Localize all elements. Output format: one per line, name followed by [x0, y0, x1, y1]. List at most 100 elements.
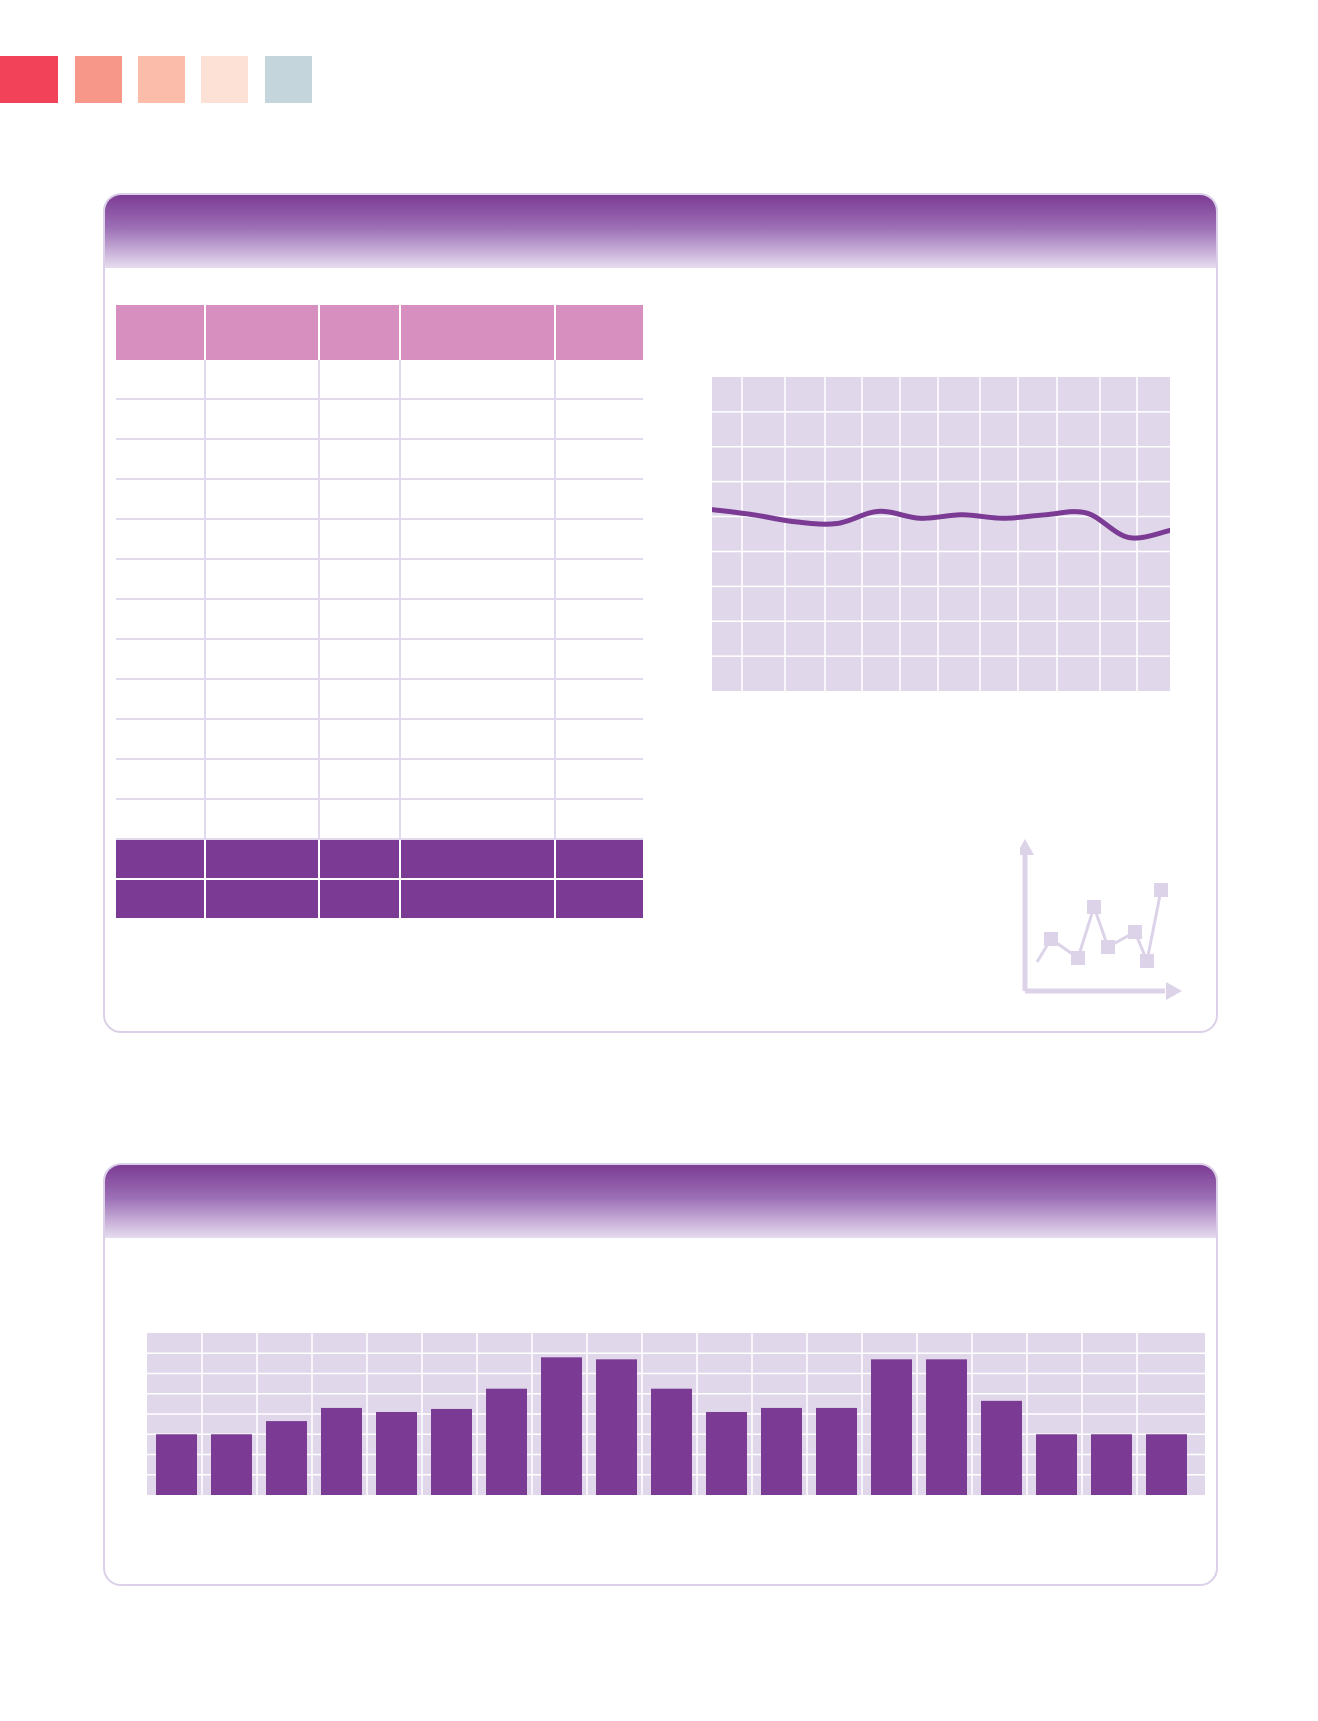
table-cell: [206, 440, 320, 480]
bar: [376, 1411, 417, 1495]
table-header-cell: [206, 305, 320, 360]
table-cell: [320, 720, 401, 760]
table-cell: [556, 680, 643, 720]
bar-chart: [147, 1333, 1205, 1495]
line-chart: [712, 377, 1170, 691]
table-cell: [320, 680, 401, 720]
table-cell: [401, 640, 556, 680]
table-row: [116, 800, 643, 840]
table-cell: [206, 720, 320, 760]
table-cell: [206, 360, 320, 400]
table-cell: [320, 560, 401, 600]
bar: [1091, 1434, 1132, 1495]
table-cell: [320, 760, 401, 800]
table-footer-cell: [556, 840, 643, 880]
table-row: [116, 440, 643, 480]
table-cell: [116, 400, 206, 440]
table-cell: [320, 400, 401, 440]
table-cell: [556, 600, 643, 640]
table-row: [116, 760, 643, 800]
table-footer-cell: [116, 840, 206, 880]
bar: [321, 1407, 362, 1495]
table-cell: [401, 360, 556, 400]
table-cell: [401, 400, 556, 440]
table-header-cell: [556, 305, 643, 360]
table-cell: [320, 600, 401, 640]
panel-header: [105, 195, 1216, 268]
bar: [1146, 1434, 1187, 1495]
table-cell: [556, 640, 643, 680]
bar: [651, 1388, 692, 1495]
table-cell: [401, 680, 556, 720]
table-cell: [116, 600, 206, 640]
table-footer-cell: [206, 880, 320, 920]
bar: [211, 1434, 252, 1495]
table-footer-cell: [320, 840, 401, 880]
table-row: [116, 360, 643, 400]
table-row: [116, 520, 643, 560]
bar: [266, 1421, 307, 1495]
table-cell: [401, 440, 556, 480]
table-cell: [556, 720, 643, 760]
table-cell: [206, 520, 320, 560]
table-cell: [116, 360, 206, 400]
bar: [926, 1359, 967, 1495]
bar: [706, 1411, 747, 1495]
table-footer-row: [116, 840, 643, 880]
table-cell: [401, 720, 556, 760]
table-cell: [116, 680, 206, 720]
table-cell: [556, 360, 643, 400]
bar: [816, 1407, 857, 1495]
table-footer-row: [116, 880, 643, 920]
bar: [1036, 1434, 1077, 1495]
data-table: [116, 305, 643, 920]
color-swatch: [138, 56, 185, 103]
table-cell: [206, 760, 320, 800]
table-row: [116, 720, 643, 760]
table-header-row: [116, 305, 643, 360]
table-cell: [116, 480, 206, 520]
color-swatch: [265, 56, 312, 103]
table-footer-cell: [116, 880, 206, 920]
table-cell: [401, 480, 556, 520]
table-footer-cell: [206, 840, 320, 880]
table-cell: [320, 440, 401, 480]
table-cell: [116, 800, 206, 840]
table-cell: [320, 480, 401, 520]
table-header-cell: [320, 305, 401, 360]
table-footer-cell: [556, 880, 643, 920]
table-cell: [206, 400, 320, 440]
table-row: [116, 400, 643, 440]
table-cell: [206, 560, 320, 600]
table-cell: [556, 760, 643, 800]
table-cell: [320, 360, 401, 400]
table-row: [116, 560, 643, 600]
table-cell: [320, 800, 401, 840]
panel-header: [105, 1165, 1216, 1238]
table-cell: [116, 560, 206, 600]
table-cell: [320, 640, 401, 680]
table-cell: [556, 480, 643, 520]
table-footer-cell: [401, 880, 556, 920]
plot-area: [712, 377, 1170, 691]
table-cell: [206, 640, 320, 680]
table-header-cell: [401, 305, 556, 360]
table-header-cell: [116, 305, 206, 360]
bar: [156, 1434, 197, 1495]
table-cell: [556, 440, 643, 480]
table-cell: [401, 520, 556, 560]
table-footer-cell: [320, 880, 401, 920]
table-cell: [556, 800, 643, 840]
table-row: [116, 480, 643, 520]
table-cell: [401, 760, 556, 800]
bar: [596, 1359, 637, 1495]
table-cell: [401, 560, 556, 600]
table-row: [116, 640, 643, 680]
bar: [431, 1408, 472, 1495]
table-cell: [206, 680, 320, 720]
line-chart-icon: [1020, 839, 1182, 1000]
table-cell: [401, 600, 556, 640]
table-cell: [116, 520, 206, 560]
bar: [541, 1357, 582, 1495]
bar: [761, 1407, 802, 1495]
